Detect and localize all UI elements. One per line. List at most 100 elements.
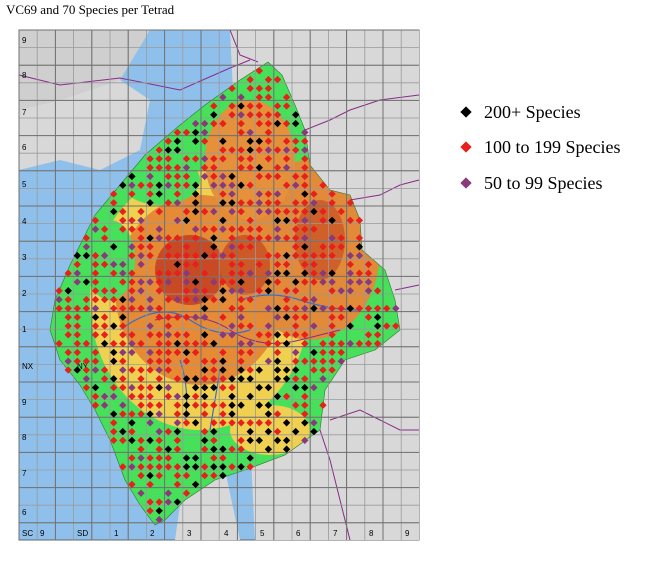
species-marker <box>146 498 154 506</box>
species-marker <box>310 260 318 269</box>
species-marker <box>128 383 136 392</box>
species-marker <box>292 146 300 154</box>
species-marker <box>364 313 373 321</box>
species-marker <box>346 304 354 313</box>
species-marker <box>155 278 163 286</box>
species-marker <box>355 234 364 242</box>
species-marker <box>228 322 236 330</box>
species-marker <box>110 339 118 348</box>
species-marker <box>264 75 273 84</box>
species-marker <box>182 260 191 269</box>
species-marker <box>273 375 282 383</box>
species-marker <box>282 287 291 295</box>
species-marker <box>91 392 100 401</box>
species-marker <box>146 410 154 418</box>
grid-label-bottom: 9 <box>40 529 45 538</box>
species-marker <box>210 401 218 409</box>
species-marker <box>337 313 345 321</box>
grid-label-bottom: 4 <box>224 529 229 538</box>
species-marker <box>191 295 200 304</box>
species-marker <box>173 181 182 189</box>
species-marker <box>373 313 382 321</box>
species-marker <box>146 471 154 480</box>
species-marker <box>91 304 100 313</box>
species-marker <box>110 243 118 251</box>
species-marker <box>91 348 100 357</box>
species-marker <box>155 366 163 374</box>
species-marker <box>128 339 136 348</box>
species-marker <box>246 454 254 462</box>
species-marker <box>383 304 391 313</box>
species-marker <box>155 181 163 189</box>
grid-label-bottom: 2 <box>150 529 155 538</box>
species-marker <box>201 445 209 453</box>
species-marker <box>182 163 191 172</box>
species-marker <box>282 304 291 313</box>
species-marker <box>155 348 163 357</box>
species-marker <box>210 278 218 286</box>
species-marker <box>246 102 254 110</box>
species-marker <box>228 111 236 119</box>
species-marker <box>201 225 209 233</box>
species-marker <box>301 410 309 418</box>
species-marker <box>282 392 291 401</box>
species-marker <box>137 436 145 445</box>
species-marker <box>237 146 245 154</box>
species-marker <box>346 260 354 269</box>
species-marker <box>182 471 191 480</box>
species-marker <box>173 339 182 348</box>
species-marker <box>219 251 227 260</box>
species-marker <box>201 410 209 418</box>
species-marker <box>228 445 236 453</box>
species-marker <box>146 436 154 445</box>
species-marker <box>110 322 118 330</box>
species-marker <box>155 515 163 524</box>
species-marker <box>210 436 218 445</box>
species-marker <box>155 269 163 277</box>
species-marker <box>110 190 118 198</box>
species-marker <box>164 339 172 348</box>
species-marker <box>264 445 273 453</box>
species-marker <box>64 366 72 374</box>
species-marker <box>173 137 182 145</box>
species-marker <box>264 119 273 128</box>
species-marker <box>128 304 136 313</box>
species-marker <box>191 260 200 269</box>
species-marker <box>82 383 91 392</box>
species-marker <box>164 348 172 357</box>
species-marker <box>319 339 327 348</box>
species-marker <box>246 436 254 445</box>
species-marker <box>155 463 163 471</box>
species-marker <box>219 419 227 427</box>
grid-label-left: 6 <box>22 508 27 517</box>
species-marker <box>328 234 336 242</box>
species-marker <box>201 436 209 445</box>
species-marker <box>246 463 254 471</box>
species-marker <box>282 375 291 383</box>
species-marker <box>137 339 145 348</box>
species-marker <box>182 269 191 277</box>
grid-label-left: 1 <box>22 325 27 334</box>
species-marker <box>55 295 63 304</box>
species-marker <box>292 304 300 313</box>
species-marker <box>282 331 291 339</box>
species-marker <box>282 269 291 277</box>
species-marker <box>64 269 72 277</box>
species-marker <box>110 357 118 365</box>
species-marker <box>255 383 263 392</box>
species-marker <box>328 243 336 251</box>
species-marker <box>255 366 263 374</box>
species-marker <box>264 304 273 313</box>
species-marker <box>228 260 236 269</box>
species-marker <box>292 207 300 216</box>
species-marker <box>137 401 145 409</box>
species-marker <box>246 84 254 93</box>
species-marker <box>237 445 245 453</box>
species-marker <box>173 172 182 181</box>
species-marker <box>355 278 364 286</box>
species-marker <box>237 357 245 365</box>
species-marker <box>164 199 172 207</box>
species-marker <box>219 331 227 339</box>
species-marker <box>128 225 136 233</box>
species-marker <box>201 137 209 145</box>
